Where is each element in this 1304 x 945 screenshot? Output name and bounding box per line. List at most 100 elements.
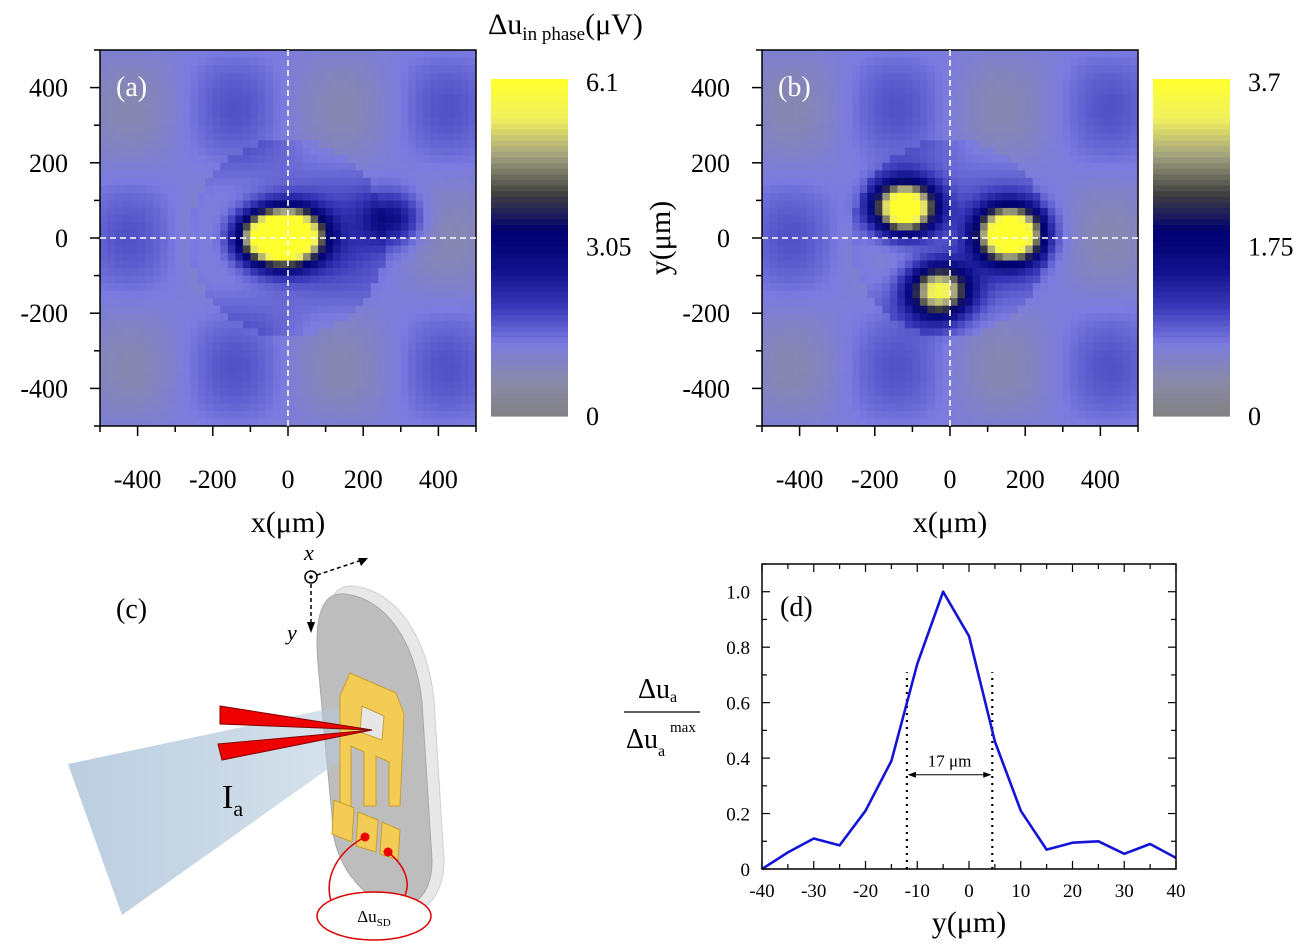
heatmap-cell [145,102,154,111]
heatmap-cell [995,147,1004,156]
heatmap-cell [257,343,267,352]
heatmap-cell [950,110,959,119]
heatmap-cell [904,253,913,262]
heatmap-cell [145,245,154,254]
heatmap-cell [1047,388,1056,397]
heatmap-cell [295,177,304,186]
heatmap-cell [137,177,146,186]
heatmap-cell [265,177,274,186]
heatmap-cell [227,275,236,284]
heatmap-cell [769,230,778,239]
heatmap-cell [130,320,139,329]
heatmap-cell [1017,343,1026,352]
heatmap-cell [867,155,876,164]
heatmap-cell [934,328,944,337]
heatmap-cell [957,268,966,277]
heatmap-cell [385,50,394,59]
heatmap-cell [1062,117,1071,126]
colorbar-segment [491,410,568,417]
heatmap-cell [137,320,146,329]
heatmap-cell [807,245,816,254]
heatmap-cell [1055,358,1064,367]
heatmap-cell [882,253,891,262]
heatmap-cell [972,260,981,269]
heatmap-cell [430,110,439,119]
heatmap-cell [889,283,898,292]
heatmap-cell [393,283,402,292]
heatmap-cell [378,313,387,322]
heatmap-cell [889,320,898,329]
heatmap-cell [1010,320,1019,329]
heatmap-cell [934,358,944,367]
heatmap-cell [167,275,176,284]
heatmap-cell [957,200,966,209]
heatmap-cell [445,222,455,232]
heatmap-cell [445,358,455,367]
heatmap-cell [212,185,221,194]
heatmap-cell [1092,268,1101,277]
heatmap-cell [859,80,868,89]
heatmap-cell [453,365,462,374]
heatmap-cell [859,132,868,141]
heatmap-cell [250,162,259,171]
heatmap-cell [1055,185,1064,194]
heatmap-cell [197,102,206,111]
heatmap-cell [1017,177,1026,186]
heatmap-cell [288,132,297,141]
heatmap-cell [115,290,124,299]
heatmap-cell [874,380,883,389]
heatmap-cell [912,253,921,262]
heatmap-cell [769,335,778,344]
heatmap-cell [829,125,838,134]
heatmap-cell [408,298,417,307]
heatmap-cell [363,335,372,344]
heatmap-cell [1077,162,1086,171]
heatmap-cell [957,80,966,89]
heatmap-cell [220,358,229,367]
heatmap-cell [867,147,876,156]
heatmap-cell [272,380,282,389]
heatmap-cell [348,162,357,171]
heatmap-cell [235,268,244,277]
heatmap-cell [190,298,199,307]
heatmap-cell [957,358,966,367]
heatmap-cell [445,207,455,217]
heatmap-cell [1107,245,1117,254]
heatmap-cell [197,185,206,194]
heatmap-cell [107,275,116,284]
heatmap-cell [792,395,801,405]
heatmap-cell [242,222,251,232]
heatmap-cell [393,110,402,119]
heatmap-cell [965,57,974,66]
heatmap-cell [130,358,139,367]
heatmap-cell [167,87,176,96]
heatmap-cell [784,117,793,126]
heatmap-cell [829,275,838,284]
heatmap-cell [182,305,191,314]
heatmap-cell [919,305,929,314]
heatmap-cell [197,87,206,96]
heatmap-cell [769,358,778,367]
heatmap-cell [137,365,146,374]
heatmap-cell [385,72,394,81]
heatmap-cell [1040,230,1049,239]
heatmap-cell [145,290,154,299]
heatmap-cell [1017,350,1026,359]
heatmap-cell [844,230,853,239]
heatmap-cell [837,230,846,239]
heatmap-cell [950,268,959,277]
heatmap-cell [363,222,372,232]
heatmap-cell [1010,388,1019,397]
colorbar-segment [491,163,568,170]
heatmap-cell [1040,358,1049,367]
heatmap-cell [280,87,289,96]
heatmap-cell [333,245,342,254]
heatmap-cell [837,373,846,382]
heatmap-cell [190,95,199,104]
heatmap-cell [972,305,981,314]
heatmap-cell [310,313,319,322]
heatmap-cell [799,207,808,217]
heatmap-cell [393,320,402,329]
heatmap-cell [1032,192,1041,201]
